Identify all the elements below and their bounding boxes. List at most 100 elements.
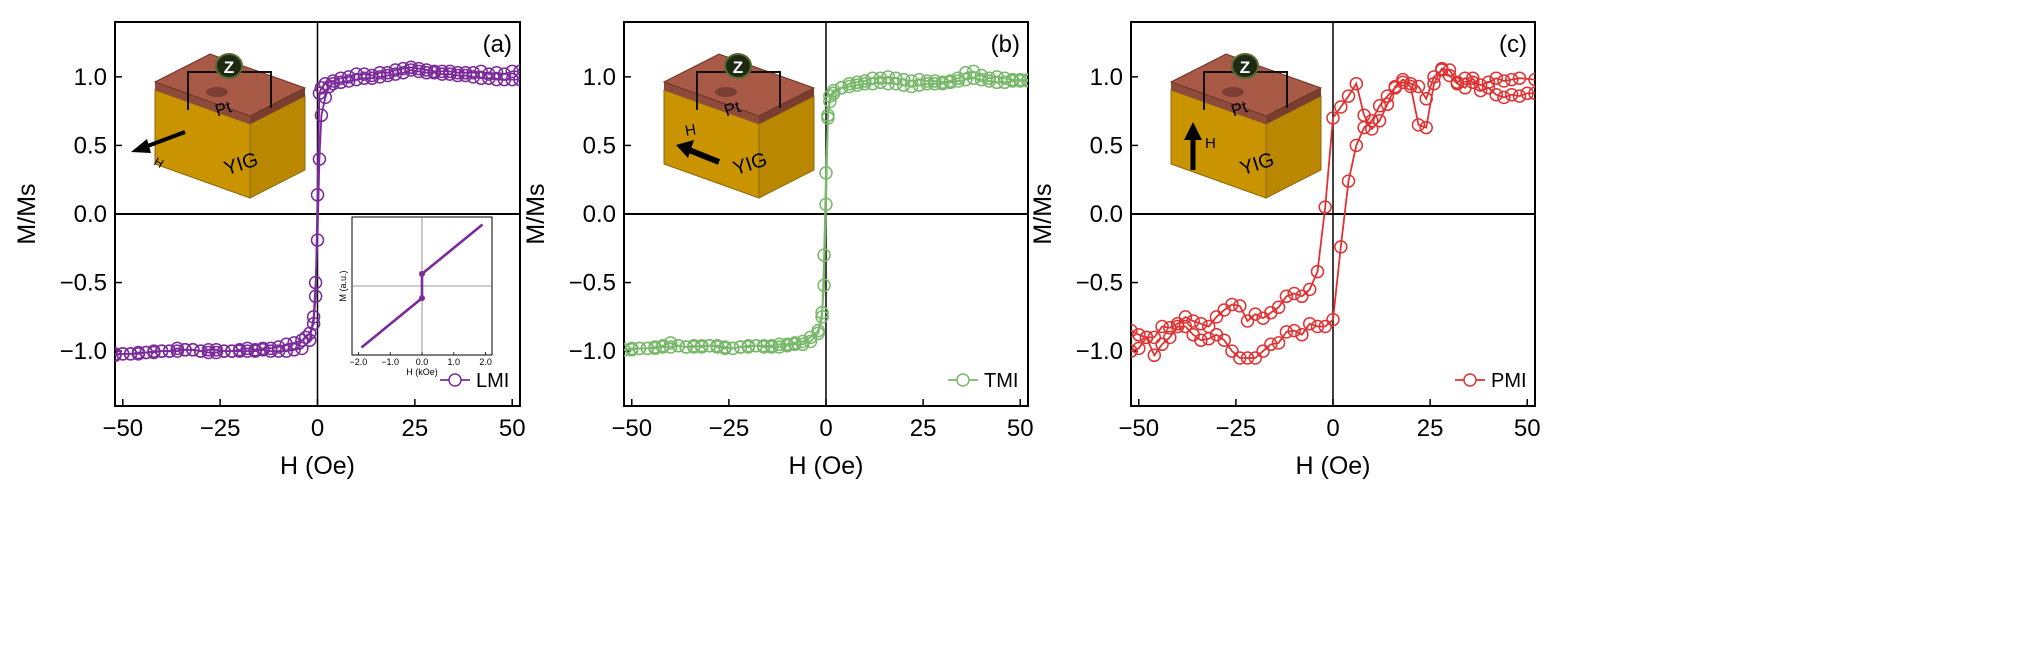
inset-x-tick-label: 1.0 bbox=[448, 357, 461, 367]
data-point bbox=[974, 72, 989, 87]
data-point bbox=[186, 343, 200, 357]
data-point bbox=[803, 334, 818, 349]
y-axis-label: M/Ms bbox=[13, 183, 41, 244]
data-point bbox=[733, 340, 748, 354]
data-point bbox=[1489, 87, 1503, 102]
data-point bbox=[1155, 337, 1169, 352]
data-point bbox=[1528, 72, 1535, 87]
y-tick-label: −1.0 bbox=[569, 338, 616, 365]
panel-label: (a) bbox=[483, 31, 512, 58]
data-point bbox=[1349, 76, 1364, 91]
contact-shadow bbox=[715, 87, 737, 97]
pt-front-edge bbox=[155, 82, 250, 124]
data-point bbox=[656, 340, 670, 354]
data-point bbox=[1163, 321, 1177, 335]
data-point bbox=[306, 310, 321, 324]
y-tick-label: −0.5 bbox=[60, 270, 107, 297]
y-tick-label: −1.0 bbox=[1076, 338, 1123, 365]
legend-marker bbox=[1463, 373, 1477, 387]
chart-panel-1: −50 −25 0 25 50 −1.0 −0.5 0.0 0.5 1.0 H (Oe) M/Ms (a… bbox=[13, 21, 526, 480]
field-arrow-head bbox=[131, 139, 151, 153]
data-point bbox=[1264, 337, 1278, 352]
pt-label: Pt bbox=[722, 97, 743, 120]
inset-x-tick-label: −2.0 bbox=[349, 357, 367, 367]
data-point bbox=[702, 338, 717, 353]
data-point bbox=[959, 72, 973, 87]
data-point bbox=[1504, 72, 1519, 87]
data-point bbox=[990, 75, 1004, 90]
y-tick-label: 0.5 bbox=[74, 132, 107, 159]
data-point bbox=[1365, 122, 1379, 136]
inset-x-tick-label: 2.0 bbox=[479, 357, 492, 367]
inset-plot: −2.0 −1.0 0.0 1.0 2.0 H (kOe) M (a.u.) bbox=[338, 216, 493, 377]
chart-panel-3: −50 −25 0 25 50 −1.0 −0.5 0.0 0.5 1.0 H (Oe) M/Ms (c… bbox=[1029, 21, 1541, 480]
data-point bbox=[1178, 310, 1193, 324]
data-point bbox=[404, 63, 418, 77]
data-point bbox=[764, 340, 779, 354]
data-point bbox=[256, 343, 270, 357]
data-point bbox=[726, 341, 740, 356]
data-point bbox=[474, 71, 488, 85]
y-tick-label: 1.0 bbox=[583, 64, 616, 91]
y-tick-label: 1.0 bbox=[74, 64, 107, 91]
x-tick-label: 50 bbox=[499, 415, 526, 442]
y-tick-label: 0.5 bbox=[1090, 132, 1123, 159]
data-point bbox=[780, 338, 794, 353]
impedance-meter bbox=[724, 53, 752, 79]
pt-top-face bbox=[153, 53, 307, 117]
data-point bbox=[1489, 71, 1503, 85]
data-point bbox=[232, 344, 247, 358]
data-point bbox=[1520, 86, 1534, 101]
inset-x-tick-label: 0.0 bbox=[416, 357, 429, 367]
data-point bbox=[318, 76, 333, 91]
data-point bbox=[1403, 76, 1418, 91]
data-point bbox=[310, 188, 325, 202]
y-tick-label: 0.0 bbox=[1090, 201, 1123, 228]
data-point bbox=[1326, 312, 1340, 327]
data-point bbox=[815, 310, 829, 324]
data-point bbox=[1528, 86, 1535, 101]
field-label: H bbox=[1205, 135, 1216, 152]
data-point bbox=[513, 64, 520, 79]
x-axis-label: H (Oe) bbox=[1296, 452, 1371, 480]
data-point bbox=[1334, 240, 1348, 254]
data-point bbox=[1302, 282, 1317, 297]
pt-top-face bbox=[1169, 53, 1323, 117]
data-point bbox=[443, 67, 457, 81]
data-point bbox=[1458, 81, 1472, 95]
inset-x-label: H (kOe) bbox=[406, 367, 438, 377]
inset-y-label: M (a.u.) bbox=[338, 270, 348, 301]
legend-marker bbox=[448, 373, 462, 387]
data-point bbox=[1209, 327, 1224, 342]
data-point bbox=[1442, 68, 1457, 83]
data-point bbox=[1256, 344, 1270, 358]
data-point bbox=[679, 340, 693, 354]
data-point bbox=[489, 72, 504, 87]
x-tick-label: 0 bbox=[819, 415, 832, 442]
data-point bbox=[217, 344, 231, 358]
meter-label: Z bbox=[1240, 58, 1250, 77]
y-tick-label: 0.0 bbox=[583, 201, 616, 228]
data-point bbox=[154, 344, 169, 358]
data-point bbox=[1147, 330, 1162, 345]
data-point bbox=[1287, 323, 1301, 338]
legend-label: PMI bbox=[1491, 370, 1527, 392]
data-point bbox=[1201, 319, 1216, 334]
data-point bbox=[1295, 289, 1309, 304]
pt-front-edge bbox=[1171, 82, 1266, 124]
data-point bbox=[896, 78, 911, 92]
data-point bbox=[741, 338, 756, 353]
contact-shadow bbox=[206, 87, 228, 97]
pt-side-edge bbox=[1266, 88, 1321, 124]
data-layer bbox=[624, 64, 1028, 357]
data-point bbox=[1233, 299, 1247, 313]
data-point bbox=[757, 340, 771, 354]
data-point bbox=[1295, 327, 1309, 342]
data-point bbox=[640, 341, 655, 356]
yig-side-face bbox=[249, 95, 306, 199]
data-point bbox=[904, 79, 919, 94]
data-point bbox=[1481, 81, 1496, 95]
